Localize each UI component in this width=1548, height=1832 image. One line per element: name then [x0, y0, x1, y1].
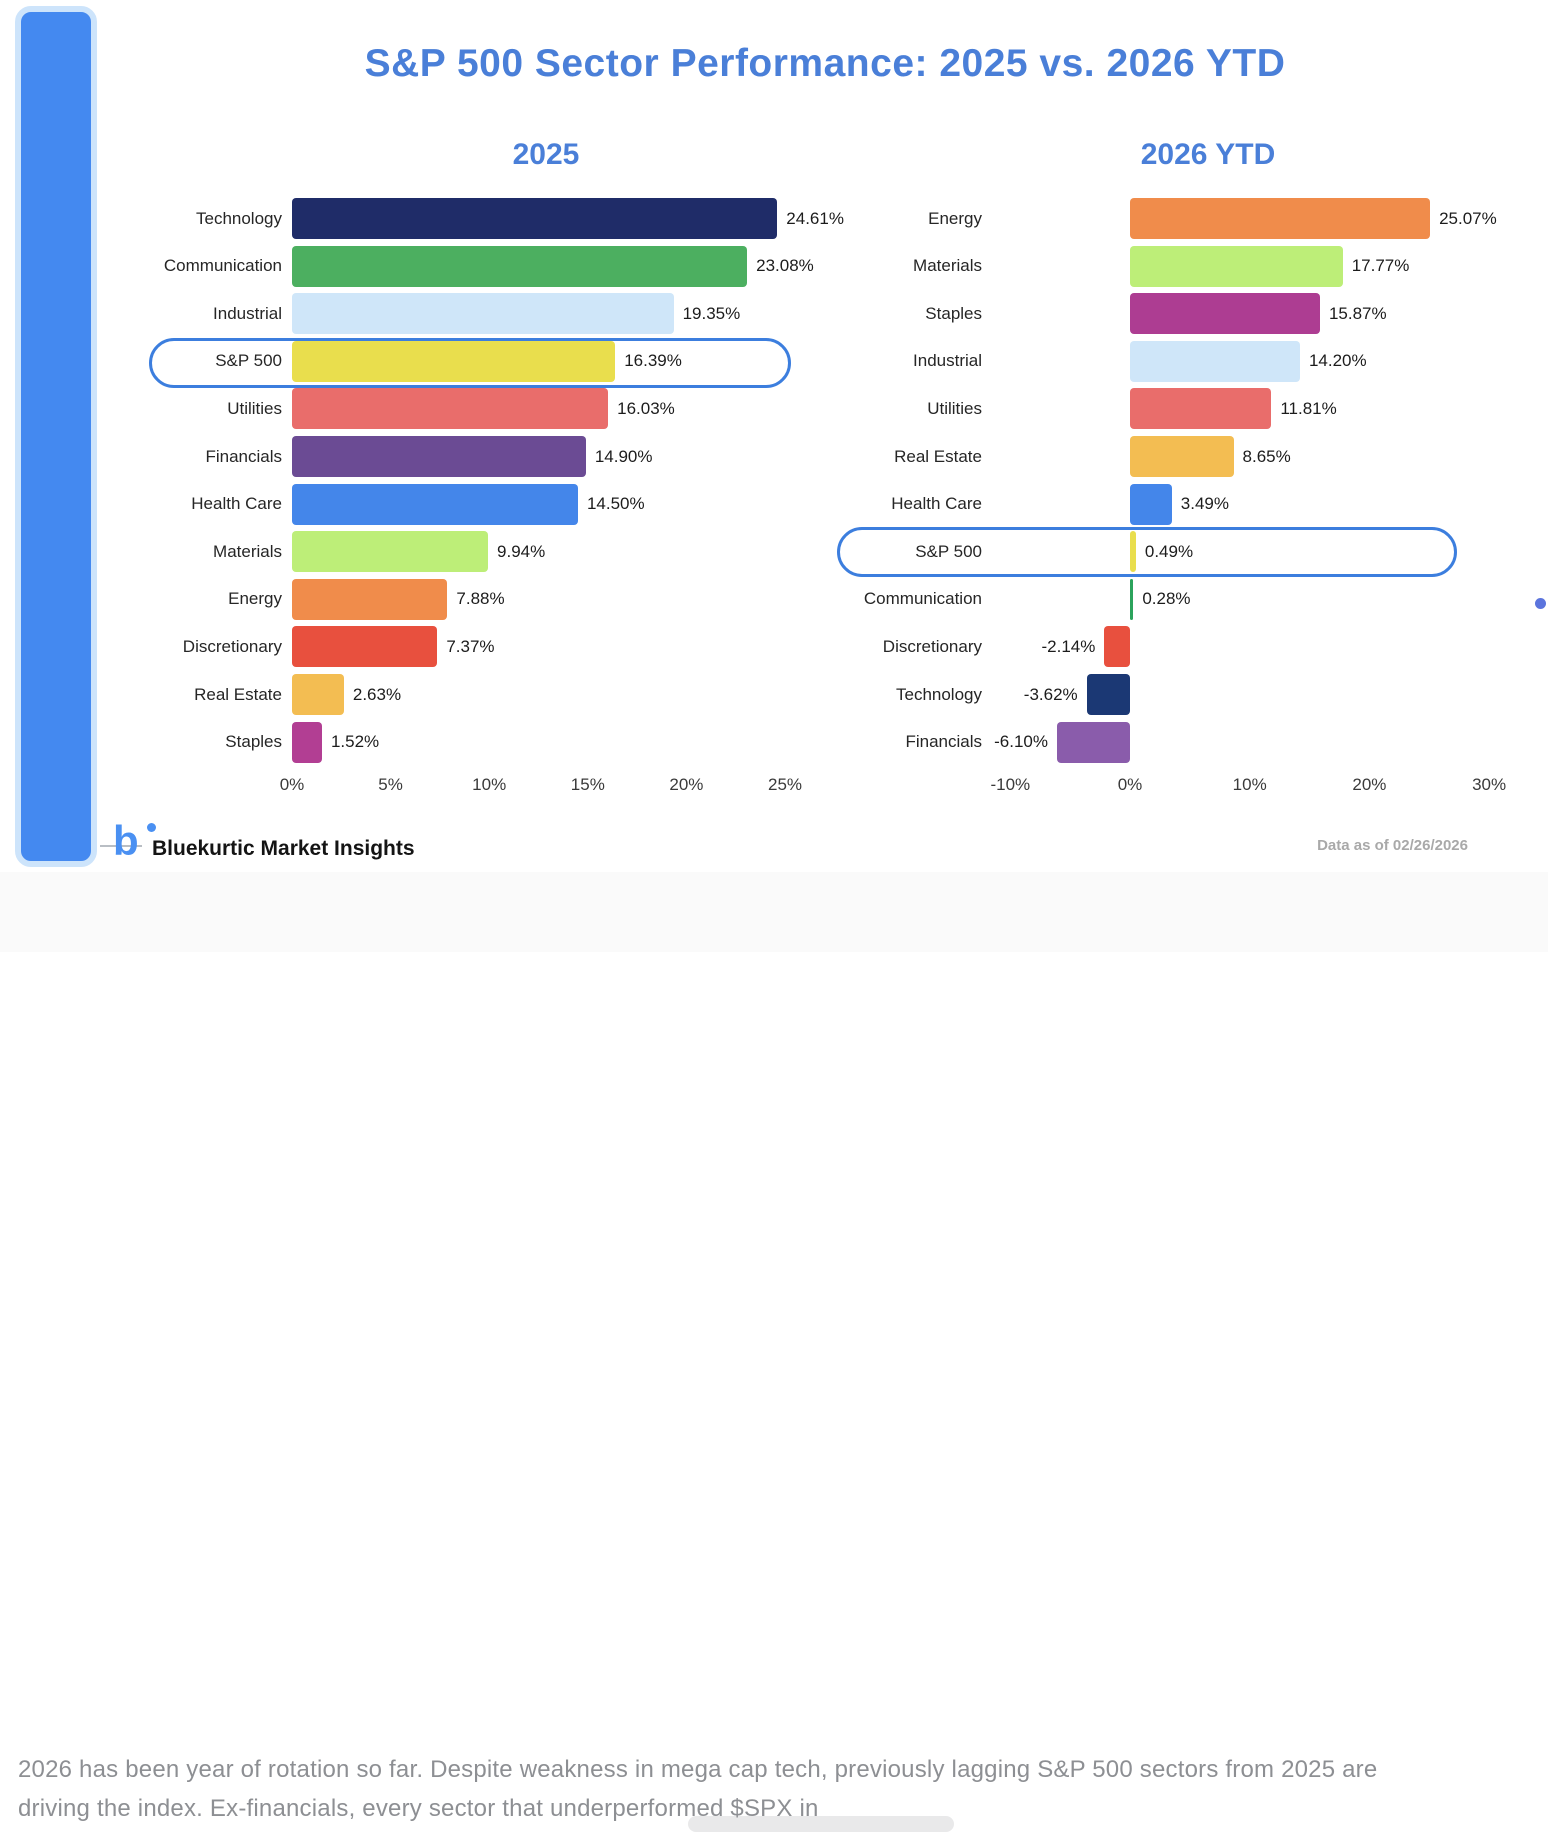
- value-label: 14.50%: [586, 494, 645, 514]
- chart-subtitle-2025: 2025: [512, 138, 580, 171]
- value-label: 24.61%: [786, 208, 844, 228]
- sector-label: Real Estate: [194, 684, 282, 704]
- value-label: 2.63%: [352, 684, 402, 704]
- axis-tick-label: 30%: [1472, 775, 1507, 795]
- sector-label: Discretionary: [882, 636, 982, 656]
- axis-tick-label: 20%: [1352, 775, 1387, 795]
- chart-subtitle-2026-ytd: 2026 YTD: [1140, 138, 1276, 171]
- sector-label: Real Estate: [894, 446, 982, 466]
- value-label: 15.87%: [1328, 303, 1387, 323]
- value-label: -3.62%: [1023, 684, 1078, 704]
- sector-label: Energy: [928, 208, 982, 228]
- charts-area: Technology 24.61% Communication 23.08% Indus…: [149, 198, 1507, 795]
- sector-bar: [292, 340, 616, 382]
- scroll-indicator-dot: [1535, 598, 1546, 609]
- axis-tick-label: 15%: [570, 775, 605, 795]
- sector-label: Industrial: [913, 351, 982, 371]
- sector-label: Health Care: [891, 494, 982, 514]
- value-label: 1.52%: [330, 732, 380, 752]
- value-label: 8.65%: [1242, 446, 1291, 466]
- page-title: S&P 500 Sector Performance: 2025 vs. 202…: [364, 42, 1286, 85]
- sector-bar: [1130, 388, 1272, 430]
- sector-label: Discretionary: [182, 636, 282, 656]
- sector-label: S&P 500: [215, 351, 282, 371]
- value-label: 16.03%: [617, 398, 675, 418]
- value-label: 9.94%: [497, 541, 546, 561]
- brand-name: Bluekurtic Market Insights: [152, 837, 415, 860]
- axis-tick-label: 20%: [669, 775, 704, 795]
- sector-label: Technology: [195, 208, 282, 228]
- sector-label: Materials: [213, 541, 282, 561]
- caption-line-1: 2026 has been year of rotation so far. D…: [18, 1756, 1378, 1783]
- caption-strip: 2026 has been year of rotation so far. D…: [0, 872, 1548, 1832]
- axis-tick-label: -10%: [990, 775, 1031, 795]
- sector-bar: [1130, 340, 1300, 382]
- axis-tick-label: 10%: [1232, 775, 1267, 795]
- sector-label: Communication: [163, 256, 282, 276]
- sector-bar: [1130, 531, 1136, 573]
- axis-tick-label: 10%: [472, 775, 507, 795]
- value-label: 7.37%: [446, 636, 495, 656]
- sector-label: Utilities: [927, 398, 982, 418]
- value-label: 11.81%: [1280, 398, 1337, 418]
- sector-bar: [1130, 293, 1320, 335]
- sector-bar: [1104, 626, 1130, 668]
- data-as-of-label: Data as of 02/26/2026: [1317, 837, 1468, 854]
- value-label: 0.49%: [1144, 541, 1194, 561]
- sector-label: S&P 500: [915, 541, 982, 561]
- value-label: 7.88%: [456, 589, 505, 609]
- sector-bar: [292, 198, 778, 239]
- sector-bar: [292, 626, 438, 668]
- axis-tick-label: 0%: [1117, 775, 1143, 795]
- sector-bar: [1086, 674, 1130, 715]
- sector-bar: [292, 578, 448, 620]
- axis-tick-label: 5%: [378, 775, 403, 795]
- sector-bar: [292, 293, 674, 335]
- sector-label: Health Care: [191, 494, 282, 514]
- sector-label: Communication: [863, 589, 982, 609]
- sector-bar: [292, 245, 748, 287]
- sector-label: Energy: [228, 589, 282, 609]
- value-label: 23.08%: [756, 256, 814, 276]
- sector-label: Industrial: [213, 303, 282, 323]
- value-label: -6.10%: [994, 732, 1048, 752]
- axis-tick-label: 0%: [279, 775, 305, 795]
- logo-dot-icon: [147, 823, 156, 832]
- axis-tick-label: 25%: [767, 775, 803, 795]
- value-label: 14.90%: [594, 446, 653, 466]
- sector-bar: [1130, 245, 1343, 287]
- sector-bar: [1130, 483, 1172, 525]
- caption-line-2: driving the index. Ex-financials, every …: [18, 1795, 819, 1822]
- sector-bar: [1130, 436, 1234, 477]
- value-label: 14.20%: [1308, 351, 1367, 371]
- value-label: 16.39%: [624, 351, 682, 371]
- sector-label: Materials: [913, 256, 982, 276]
- sector-bar: [292, 483, 578, 525]
- value-label: 17.77%: [1351, 256, 1410, 276]
- value-label: 3.49%: [1180, 494, 1229, 514]
- left-accent-bar: [15, 6, 97, 867]
- sector-bar: [292, 674, 344, 715]
- sector-bar: [1056, 721, 1130, 763]
- sector-bar: [1130, 578, 1134, 620]
- sector-bar: [292, 388, 609, 430]
- sector-bar: [292, 436, 586, 477]
- sp500-highlight-box-2026: [837, 527, 1457, 577]
- sector-label: Staples: [925, 303, 982, 323]
- value-label: 0.28%: [1142, 589, 1191, 609]
- sector-label: Financials: [205, 446, 282, 466]
- sector-label: Technology: [895, 684, 982, 704]
- sector-bar: [1130, 198, 1431, 239]
- value-label: 25.07%: [1439, 208, 1497, 228]
- value-label: -2.14%: [1041, 636, 1096, 656]
- sector-label: Financials: [905, 732, 982, 752]
- sector-label: Utilities: [227, 398, 282, 418]
- logo-underline: [100, 845, 142, 847]
- bluekurtic-logo-icon: b: [113, 817, 139, 864]
- sector-bar: [292, 721, 322, 763]
- value-label: 19.35%: [682, 303, 741, 323]
- sector-bar: [292, 531, 489, 573]
- sector-label: Staples: [225, 732, 282, 752]
